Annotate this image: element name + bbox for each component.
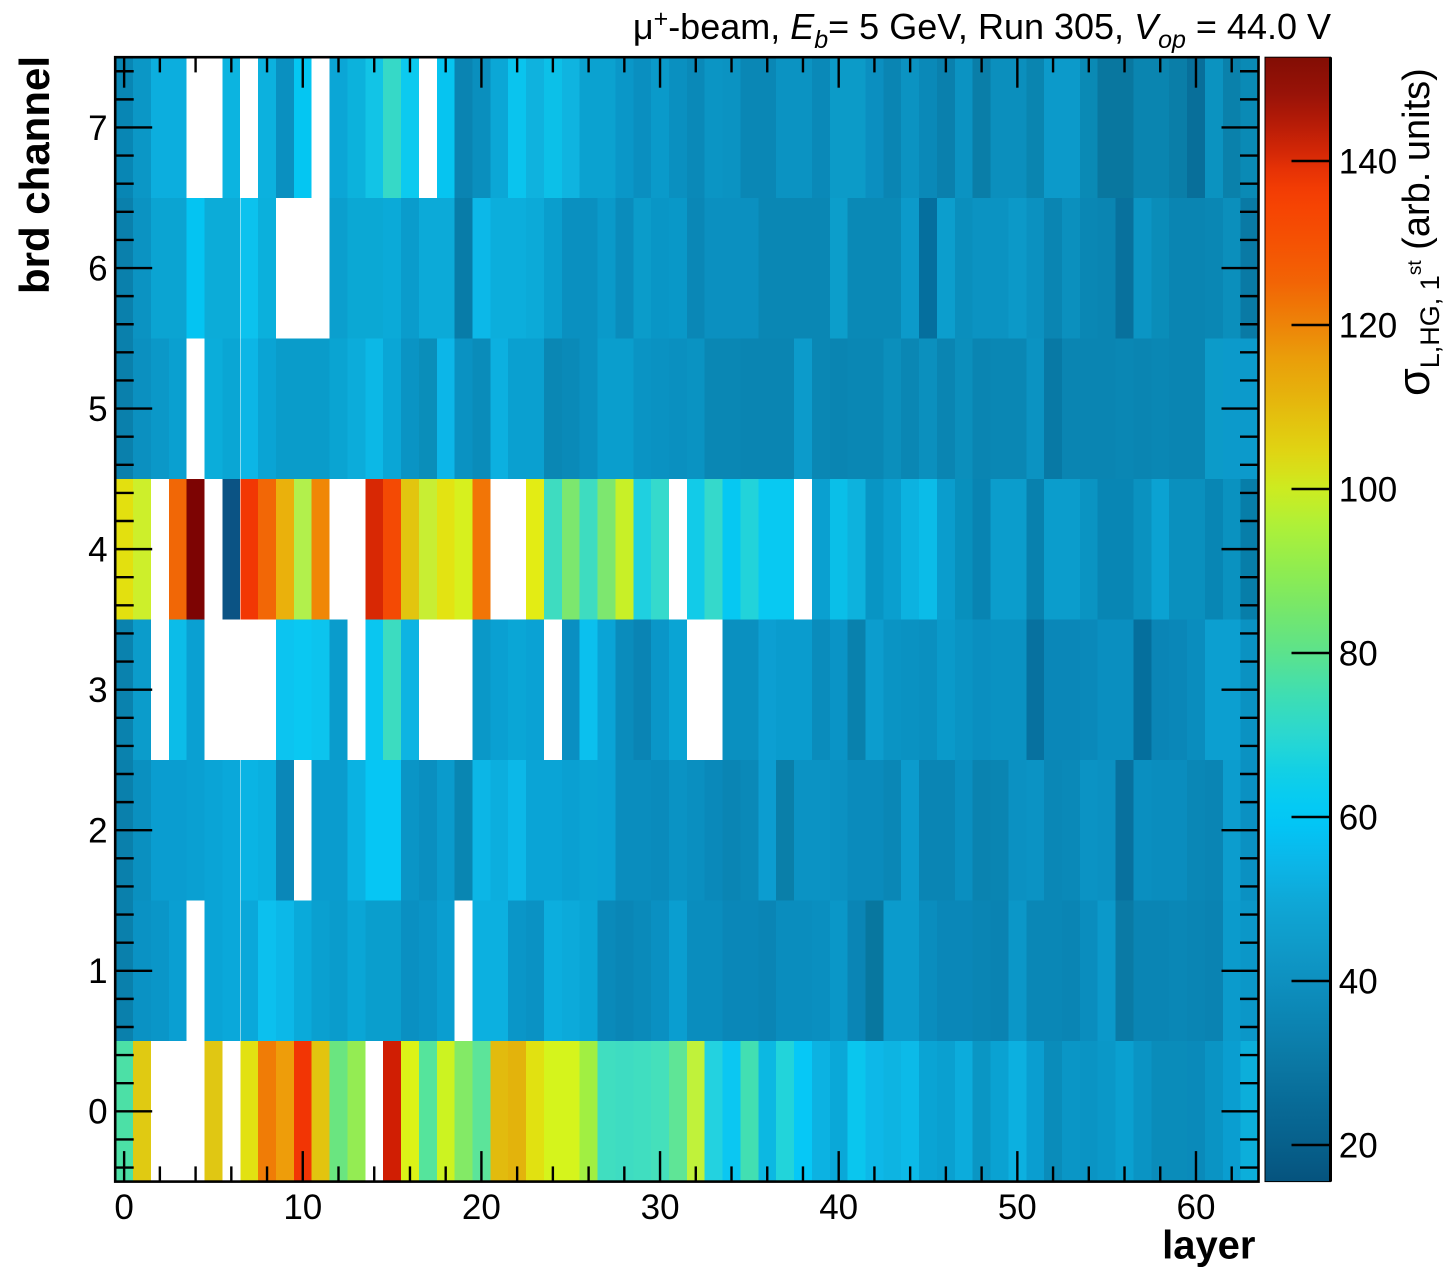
svg-text:0: 0 xyxy=(88,1093,107,1132)
svg-text:σL,HG, 1st (arb. units): σL,HG, 1st (arb. units) xyxy=(1388,68,1445,396)
svg-text:layer: layer xyxy=(1162,1224,1255,1268)
svg-text:120: 120 xyxy=(1339,306,1397,345)
svg-text:3: 3 xyxy=(88,671,107,710)
svg-text:30: 30 xyxy=(641,1188,680,1227)
svg-text:5: 5 xyxy=(88,390,107,429)
svg-text:140: 140 xyxy=(1339,142,1397,181)
svg-text:80: 80 xyxy=(1339,634,1378,673)
svg-text:brd channel: brd channel xyxy=(11,56,58,294)
svg-text:50: 50 xyxy=(998,1188,1037,1227)
svg-text:0: 0 xyxy=(114,1188,133,1227)
svg-text:40: 40 xyxy=(819,1188,858,1227)
svg-text:10: 10 xyxy=(283,1188,322,1227)
svg-text:60: 60 xyxy=(1177,1188,1216,1227)
svg-text:μ+-beam, Eb= 5 GeV, Run 305, V: μ+-beam, Eb= 5 GeV, Run 305, Vop = 44.0 … xyxy=(633,5,1331,54)
svg-text:4: 4 xyxy=(88,530,107,569)
svg-text:60: 60 xyxy=(1339,798,1378,837)
svg-text:2: 2 xyxy=(88,812,107,851)
svg-text:7: 7 xyxy=(88,109,107,148)
svg-text:100: 100 xyxy=(1339,470,1397,509)
svg-text:40: 40 xyxy=(1339,962,1378,1001)
svg-text:6: 6 xyxy=(88,249,107,288)
svg-text:20: 20 xyxy=(1339,1126,1378,1165)
svg-text:20: 20 xyxy=(462,1188,501,1227)
svg-text:1: 1 xyxy=(88,952,107,991)
